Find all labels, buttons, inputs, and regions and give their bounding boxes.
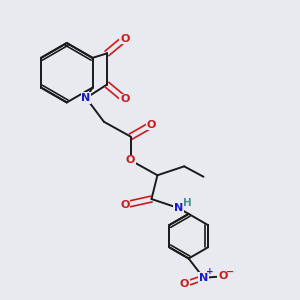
Text: N: N <box>82 93 91 103</box>
Text: N: N <box>199 273 208 283</box>
Text: O: O <box>147 120 156 130</box>
Text: +: + <box>206 267 214 276</box>
Text: O: O <box>126 155 135 165</box>
Text: O: O <box>218 271 227 281</box>
Text: H: H <box>183 198 192 208</box>
Text: O: O <box>120 34 129 44</box>
Text: N: N <box>174 203 183 213</box>
Text: O: O <box>120 94 129 104</box>
Text: −: − <box>226 267 234 277</box>
Text: O: O <box>120 200 129 210</box>
Text: O: O <box>179 279 189 289</box>
